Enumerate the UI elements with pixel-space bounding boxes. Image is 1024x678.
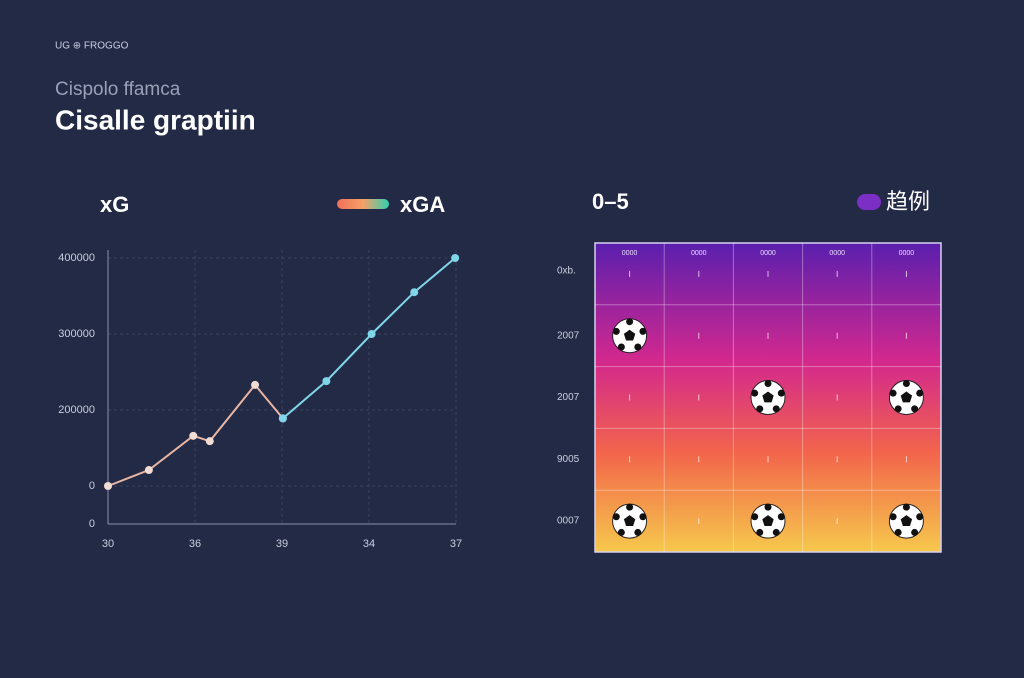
y-tick-label: 0	[89, 480, 95, 492]
legend-swatch	[857, 194, 881, 210]
ball-patch	[634, 343, 642, 351]
ball-patch	[756, 528, 764, 536]
y-tick-label: 300000	[58, 328, 95, 340]
column-label: 0000	[691, 250, 707, 257]
point	[251, 380, 260, 389]
legend-label: xGA	[400, 192, 445, 217]
column-label: 0000	[829, 250, 845, 257]
column-label: 0000	[622, 250, 638, 257]
ball-patch	[902, 503, 910, 511]
ball-patch	[894, 405, 902, 413]
chart-title: xG	[100, 192, 129, 217]
ball-patch	[762, 515, 774, 526]
ball-patch	[911, 528, 919, 536]
ball-patch	[617, 528, 625, 536]
legend-label: 趋例	[886, 189, 930, 214]
legend-swatch	[337, 199, 389, 209]
ball-patch	[751, 513, 759, 521]
point	[205, 437, 214, 446]
ball-patch	[612, 513, 620, 521]
y-tick-label: 400000	[58, 252, 95, 264]
ball	[750, 503, 786, 539]
ball	[612, 318, 648, 354]
row-label: 2007	[557, 392, 580, 403]
point	[189, 431, 198, 440]
y-tick-label: 200000	[58, 404, 95, 416]
ball-patch	[902, 380, 910, 387]
row-label: 2007	[557, 330, 580, 341]
ball-patch	[916, 513, 924, 521]
ball-patch	[612, 327, 620, 335]
ball-patch	[900, 515, 913, 526]
chart-title: 0–5	[592, 189, 629, 214]
point	[104, 482, 112, 490]
ball-patch	[916, 389, 924, 397]
x-tick-label: 37	[450, 538, 462, 550]
row-label: 0007	[557, 516, 580, 527]
ball-patch	[756, 405, 764, 413]
line	[107, 383, 284, 487]
column-label: 0000	[899, 250, 915, 257]
point	[367, 330, 376, 338]
ball-patch	[623, 515, 636, 526]
ball-patch	[751, 389, 759, 397]
ball-patch	[894, 528, 902, 536]
ball-patch	[889, 389, 897, 397]
ball-patch	[777, 389, 785, 397]
row-label: 0xb.	[557, 266, 576, 277]
ball-patch	[764, 503, 772, 511]
ball	[888, 503, 924, 539]
ball-patch	[639, 513, 647, 521]
ball-patch	[764, 380, 772, 387]
ball-patch	[639, 327, 647, 335]
point	[410, 288, 419, 297]
x-tick-label: 30	[102, 538, 114, 550]
point	[278, 414, 287, 423]
ball-patch	[772, 528, 780, 536]
ball-patch	[626, 318, 634, 326]
ball-patch	[900, 391, 913, 403]
ball	[750, 380, 786, 415]
point	[144, 466, 153, 475]
brand: UG ⊕ FROGGO	[55, 41, 129, 52]
row-label: 9005	[557, 454, 580, 465]
y-tick-label: 0	[89, 518, 95, 530]
ball-patch	[617, 343, 625, 351]
point	[451, 254, 460, 262]
ball	[888, 380, 924, 415]
x-tick-label: 36	[189, 538, 201, 550]
subtitle: Cispolo ffamca	[55, 79, 181, 100]
ball	[612, 503, 648, 539]
ball-patch	[634, 528, 642, 536]
ball-patch	[911, 405, 919, 413]
column-label: 0000	[760, 250, 776, 257]
x-tick-label: 34	[363, 538, 375, 550]
ball-patch	[762, 391, 774, 403]
ball-patch	[889, 513, 897, 521]
ball-patch	[626, 503, 634, 511]
x-tick-label: 39	[276, 538, 288, 550]
title: Cisalle graptiin	[55, 104, 256, 135]
point	[322, 377, 331, 386]
ball-patch	[772, 405, 780, 413]
ball-patch	[623, 329, 636, 341]
ball-patch	[777, 513, 785, 521]
